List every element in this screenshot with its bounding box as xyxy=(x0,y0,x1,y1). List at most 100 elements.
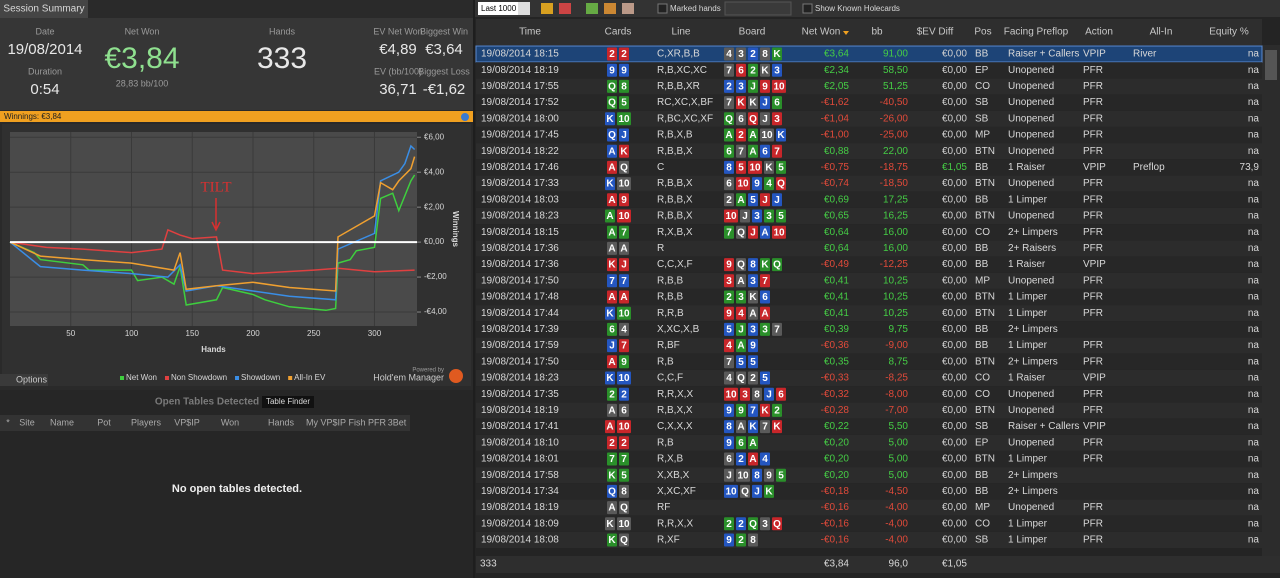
card xyxy=(724,420,734,434)
card xyxy=(748,128,758,142)
table-row xyxy=(476,224,1262,241)
card-rank: K xyxy=(606,519,614,530)
cell: C,X,X,X xyxy=(657,421,693,432)
card xyxy=(736,339,746,353)
footer-cell: 96,0 xyxy=(889,559,909,570)
marked-checkbox[interactable] xyxy=(657,3,668,14)
card-rank: J xyxy=(750,82,756,93)
card-rank: 5 xyxy=(726,325,732,336)
card xyxy=(736,193,746,207)
card xyxy=(752,209,762,223)
cell: BTN xyxy=(975,178,995,189)
known-checkbox[interactable] xyxy=(802,3,813,14)
card xyxy=(760,517,770,531)
card-rank: 9 xyxy=(726,308,732,319)
cell: 19/08/2014 18:19 xyxy=(481,405,559,416)
tool-icon[interactable] xyxy=(541,3,553,14)
cell: -€0,28 xyxy=(821,405,850,416)
tool-icon[interactable] xyxy=(622,3,634,14)
card-rank: 9 xyxy=(726,406,732,417)
cell: Unopened xyxy=(1008,275,1054,286)
cell: R,R,B xyxy=(657,308,684,319)
card xyxy=(619,322,629,336)
cell: CO xyxy=(975,81,990,92)
card-rank: K xyxy=(773,422,781,433)
range-dropdown[interactable] xyxy=(518,2,530,15)
card-rank: 6 xyxy=(774,98,780,109)
range-label[interactable]: Last 1000 xyxy=(481,4,517,13)
cell: 16,25 xyxy=(883,211,908,222)
scroll-thumb[interactable] xyxy=(1265,50,1277,80)
cell: MP xyxy=(975,502,990,513)
card-rank: J xyxy=(750,227,756,238)
column-header: All-In xyxy=(1150,27,1173,38)
cell: -7,00 xyxy=(885,405,908,416)
cell: €3,64 xyxy=(824,49,849,60)
footer-cell: €3,84 xyxy=(824,559,849,570)
card xyxy=(617,112,631,126)
cell: 19/08/2014 18:19 xyxy=(481,65,559,76)
marked-label[interactable]: Marked hands xyxy=(670,4,721,13)
cell: PFR xyxy=(1083,275,1103,286)
cell: CO xyxy=(975,227,990,238)
card xyxy=(736,177,750,191)
card xyxy=(760,128,774,142)
cell: €0,20 xyxy=(824,470,849,481)
cell: na xyxy=(1248,113,1260,124)
card-rank: A xyxy=(606,211,613,222)
card xyxy=(607,225,617,239)
help-icon[interactable] xyxy=(461,113,469,121)
table-finder-button[interactable] xyxy=(262,396,314,408)
cell: 19/08/2014 18:22 xyxy=(481,146,559,157)
cell: BB xyxy=(975,486,989,497)
tool-icon[interactable] xyxy=(559,3,571,14)
card-rank: J xyxy=(754,487,760,498)
cell: BB xyxy=(975,162,989,173)
range-select[interactable] xyxy=(478,2,518,15)
card xyxy=(748,112,758,126)
tool-icon[interactable] xyxy=(604,3,616,14)
card xyxy=(760,371,770,385)
cell: Raiser + Callers xyxy=(1008,49,1079,60)
tab-label[interactable]: Session Summary xyxy=(3,4,84,15)
card-rank: 7 xyxy=(726,357,732,368)
cell: €0,00 xyxy=(942,211,967,222)
cell: €0,00 xyxy=(942,356,967,367)
x-axis-label: Hands xyxy=(201,345,226,354)
cell: €0,00 xyxy=(942,518,967,529)
card xyxy=(748,144,758,158)
column-header: PFR xyxy=(368,417,387,427)
cell: R xyxy=(657,243,664,254)
card xyxy=(748,517,758,531)
value: 19/08/2014 xyxy=(7,41,82,58)
card xyxy=(748,322,758,336)
card xyxy=(772,225,786,239)
card-rank: A xyxy=(725,130,732,141)
card-rank: 3 xyxy=(762,325,768,336)
tool-icon[interactable] xyxy=(586,3,598,14)
card-rank: 2 xyxy=(774,406,780,417)
cell: BTN xyxy=(975,308,995,319)
scrollbar[interactable] xyxy=(1262,45,1280,557)
cell: X,XB,X xyxy=(657,470,690,481)
options-label[interactable]: Options xyxy=(16,374,48,384)
marked-select[interactable] xyxy=(724,1,792,16)
card-rank: J xyxy=(762,195,768,206)
options-button[interactable] xyxy=(0,374,48,386)
card-rank: A xyxy=(608,292,615,303)
card-rank: 7 xyxy=(726,65,732,76)
known-label[interactable]: Show Known Holecards xyxy=(815,4,900,13)
tab[interactable] xyxy=(0,0,88,18)
card-rank: A xyxy=(608,244,615,255)
card-rank: 7 xyxy=(621,227,627,238)
table-row xyxy=(476,353,1262,370)
cell: BB xyxy=(975,340,989,351)
table-row xyxy=(476,321,1262,338)
card-rank: 6 xyxy=(778,389,784,400)
card-rank: 2 xyxy=(750,49,756,60)
card xyxy=(748,79,758,93)
cell: PFR xyxy=(1083,97,1103,108)
value: 36,71 xyxy=(379,81,417,98)
table-finder-label[interactable]: Table Finder xyxy=(266,397,310,406)
card-rank: 9 xyxy=(726,438,732,449)
